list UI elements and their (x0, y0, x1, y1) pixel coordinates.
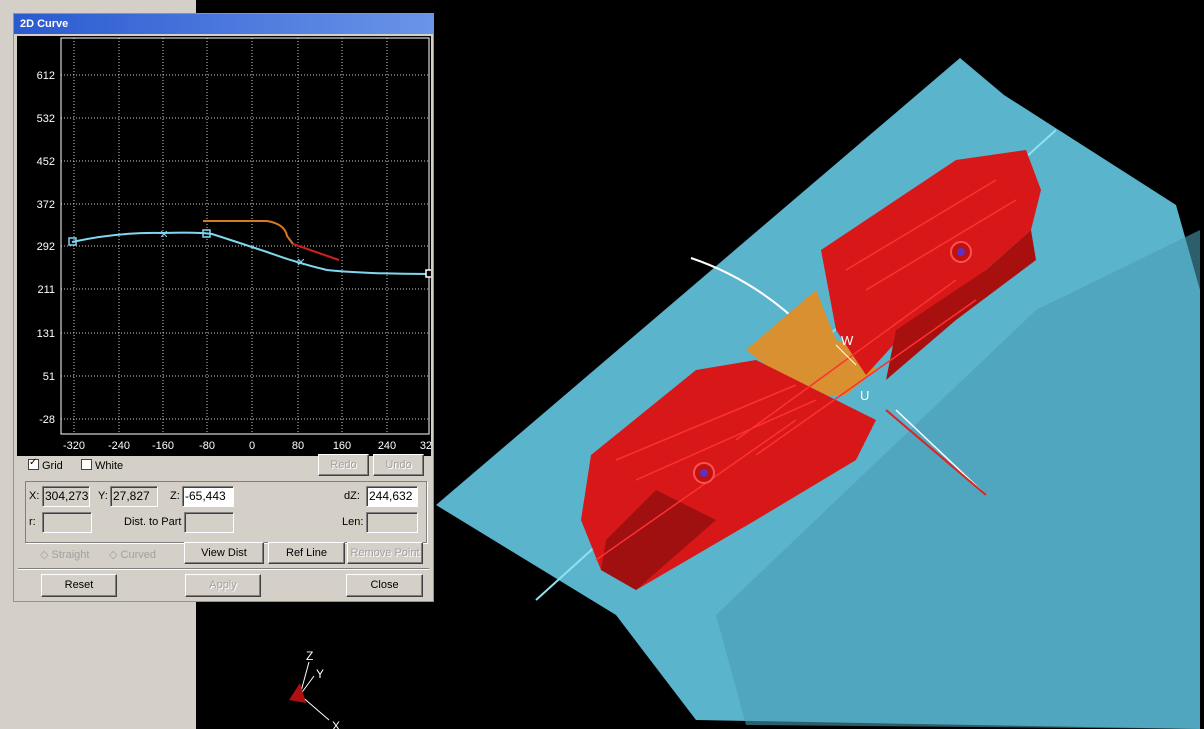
section-profile-curve (71, 231, 430, 275)
x-tick-label: -80 (199, 440, 215, 452)
2d-curve-dialog: 2D Curve (13, 13, 434, 602)
axis-z-label: Z (306, 649, 313, 663)
curved-radio[interactable]: ◇ Curved (109, 548, 156, 561)
pierce-hole-center (700, 469, 708, 477)
blank-binder (746, 290, 876, 395)
x-tick-label: -240 (108, 440, 130, 452)
straight-radio-label: Straight (51, 549, 90, 561)
red-section-line (885, 409, 987, 496)
part-right (821, 150, 1041, 375)
x-field[interactable]: 304,273 (42, 486, 90, 507)
x-tick-label: 80 (292, 440, 304, 452)
grid-checkbox-label: Grid (42, 460, 63, 472)
y-label: Y: (98, 490, 108, 502)
y-tick-label: 131 (37, 328, 55, 340)
dist-to-part-field[interactable] (184, 512, 234, 533)
x-tick-label: 0 (249, 440, 255, 452)
curve-plot-canvas[interactable]: 612 532 452 372 292 211 131 51 -28 -320 … (17, 36, 431, 456)
grid-lines (61, 38, 430, 434)
grid-checkbox[interactable]: Grid (28, 457, 63, 472)
r-field[interactable] (42, 512, 92, 533)
x-tick-label: -320 (63, 440, 85, 452)
y-tick-label: -28 (39, 414, 55, 426)
curve-control-point[interactable] (202, 229, 211, 238)
dz-field[interactable]: 244,632 (366, 486, 418, 507)
axis-y-label: Y (316, 667, 324, 681)
x-tick-label: 240 (378, 440, 396, 452)
part-wall-right (886, 230, 1036, 380)
x-label: X: (29, 490, 40, 502)
curve-endpoint[interactable] (68, 237, 77, 246)
y-tick-label: 372 (37, 199, 55, 211)
die-surface-shade (716, 230, 1200, 729)
close-button[interactable]: Close (346, 574, 423, 597)
label-w: W (841, 333, 854, 348)
curve-control-point[interactable]: ✕ (296, 256, 305, 269)
white-checkbox[interactable]: White (81, 459, 123, 472)
3d-scene[interactable]: W U Z Y X (196, 0, 1204, 729)
z-label: Z: (170, 490, 180, 502)
part-wireframe (595, 179, 1017, 561)
w-vector (835, 344, 857, 366)
part-curve (292, 243, 340, 261)
x-tick-label: 160 (333, 440, 351, 452)
curve-plot[interactable]: 612 532 452 372 292 211 131 51 -28 -320 … (17, 36, 431, 456)
y-tick-label: 612 (37, 70, 55, 82)
label-u: U (860, 388, 869, 403)
curve-control-point[interactable]: ✕ (159, 228, 168, 241)
undo-button[interactable]: Undo (373, 454, 424, 476)
white-checkbox-label: White (95, 460, 124, 472)
y-tick-label: 51 (43, 371, 55, 383)
plot-frame (60, 37, 430, 435)
reference-curve (203, 220, 294, 245)
y-field[interactable]: 27,827 (110, 486, 158, 507)
radio-diamond-icon: ◇ (40, 549, 52, 561)
white-checkbox-box[interactable] (81, 459, 92, 470)
dist-to-part-label: Dist. to Part (124, 516, 182, 528)
x-tick-label: -160 (152, 440, 174, 452)
straight-radio[interactable]: ◇ Straight (40, 548, 89, 561)
separator (18, 568, 429, 570)
redo-button[interactable]: Redo (318, 454, 369, 476)
curve-endpoint[interactable] (425, 269, 431, 278)
dz-label: dZ: (344, 490, 360, 502)
dialog-title[interactable]: 2D Curve (14, 14, 433, 34)
len-label: Len: (342, 516, 364, 528)
y-tick-label: 532 (37, 113, 55, 125)
axis-triad: Z Y X (289, 649, 340, 729)
ref-line-button[interactable]: Ref Line (268, 542, 345, 564)
len-field[interactable] (366, 512, 418, 533)
grid-checkbox-box[interactable] (28, 457, 39, 470)
reset-button[interactable]: Reset (41, 574, 117, 597)
axis-x-label: X (332, 719, 340, 729)
z-field[interactable]: -65,443 (182, 486, 234, 507)
y-tick-label: 452 (37, 156, 55, 168)
section-line (895, 409, 987, 496)
pierce-hole-center (957, 248, 965, 256)
part-wall (601, 490, 716, 590)
view-dist-button[interactable]: View Dist (184, 542, 264, 564)
y-tick-label: 211 (37, 284, 55, 296)
radio-diamond-icon: ◇ (109, 549, 121, 561)
apply-button[interactable]: Apply (185, 574, 261, 597)
remove-point-button[interactable]: Remove Point (347, 542, 423, 564)
x-tick-label: 320 (420, 440, 431, 452)
r-label: r: (29, 516, 36, 528)
curved-radio-label: Curved (120, 549, 156, 561)
y-tick-label: 292 (37, 241, 55, 253)
